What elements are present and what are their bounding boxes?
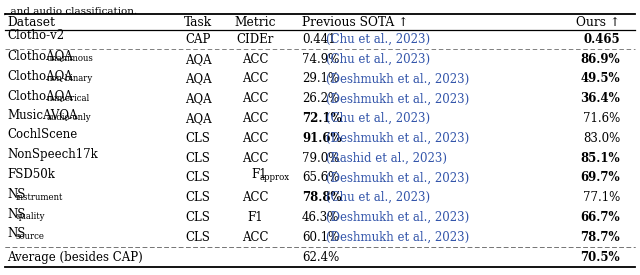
Text: source: source [16, 232, 45, 241]
Text: ClothoAQA: ClothoAQA [7, 49, 73, 62]
Text: CAP: CAP [186, 33, 211, 46]
Text: ACC: ACC [242, 132, 268, 145]
Text: Dataset: Dataset [7, 15, 55, 29]
Text: NS: NS [7, 227, 26, 240]
Text: (Chu et al., 2023): (Chu et al., 2023) [326, 33, 430, 46]
Text: NS: NS [7, 208, 26, 221]
Text: 71.6%: 71.6% [583, 112, 620, 125]
Text: 69.7%: 69.7% [580, 171, 620, 185]
Text: (Chu et al., 2023): (Chu et al., 2023) [326, 53, 430, 66]
Text: ACC: ACC [242, 92, 268, 105]
Text: numerical: numerical [47, 94, 90, 103]
Text: , and audio classification.: , and audio classification. [4, 7, 137, 16]
Text: CLS: CLS [186, 191, 211, 204]
Text: CLS: CLS [186, 171, 211, 185]
Text: ClothoAQA: ClothoAQA [7, 69, 73, 82]
Text: MusicAVQA: MusicAVQA [7, 109, 77, 122]
Text: 46.3%: 46.3% [302, 211, 339, 224]
Text: AQA: AQA [185, 112, 211, 125]
Text: F1: F1 [251, 168, 267, 181]
Text: (Deshmukh et al., 2023): (Deshmukh et al., 2023) [326, 92, 469, 105]
Text: Metric: Metric [234, 15, 276, 29]
Text: 29.1%: 29.1% [302, 73, 339, 86]
Text: audio-only: audio-only [47, 113, 92, 122]
Text: Task: Task [184, 15, 212, 29]
Text: 26.2%: 26.2% [302, 92, 339, 105]
Text: ACC: ACC [242, 231, 268, 244]
Text: FSD50k: FSD50k [7, 168, 55, 181]
Text: unanimous: unanimous [47, 54, 93, 63]
Text: CLS: CLS [186, 211, 211, 224]
Text: 70.5%: 70.5% [580, 251, 620, 264]
Text: 0.465: 0.465 [584, 33, 620, 46]
Text: (Chu et al., 2023): (Chu et al., 2023) [326, 112, 430, 125]
Text: 65.6%: 65.6% [302, 171, 339, 185]
Text: 83.0%: 83.0% [583, 132, 620, 145]
Text: (Rashid et al., 2023): (Rashid et al., 2023) [326, 152, 447, 165]
Text: 78.7%: 78.7% [580, 231, 620, 244]
Text: instrument: instrument [16, 192, 63, 202]
Text: 74.9%: 74.9% [302, 53, 339, 66]
Text: 62.4%: 62.4% [302, 251, 339, 264]
Text: ACC: ACC [242, 112, 268, 125]
Text: 49.5%: 49.5% [580, 73, 620, 86]
Text: AQA: AQA [185, 92, 211, 105]
Text: non-binary: non-binary [47, 74, 93, 83]
Text: ACC: ACC [242, 53, 268, 66]
Text: 85.1%: 85.1% [580, 152, 620, 165]
Text: CLS: CLS [186, 231, 211, 244]
Text: (Deshmukh et al., 2023): (Deshmukh et al., 2023) [326, 132, 469, 145]
Text: (Deshmukh et al., 2023): (Deshmukh et al., 2023) [326, 73, 469, 86]
Text: NS: NS [7, 188, 26, 201]
Text: ACC: ACC [242, 152, 268, 165]
Text: CLS: CLS [186, 132, 211, 145]
Text: CIDEr: CIDEr [236, 33, 274, 46]
Text: (Deshmukh et al., 2023): (Deshmukh et al., 2023) [326, 231, 469, 244]
Text: Ours ↑: Ours ↑ [576, 15, 620, 29]
Text: AQA: AQA [185, 53, 211, 66]
Text: 77.1%: 77.1% [583, 191, 620, 204]
Text: ACC: ACC [242, 191, 268, 204]
Text: 86.9%: 86.9% [580, 53, 620, 66]
Text: 78.8%: 78.8% [302, 191, 342, 204]
Text: ACC: ACC [242, 73, 268, 86]
Text: 36.4%: 36.4% [580, 92, 620, 105]
Text: 72.1%: 72.1% [302, 112, 342, 125]
Text: (Deshmukh et al., 2023): (Deshmukh et al., 2023) [326, 211, 469, 224]
Text: CochlScene: CochlScene [7, 128, 77, 141]
Text: ClothoAQA: ClothoAQA [7, 89, 73, 102]
Text: 79.0%: 79.0% [302, 152, 339, 165]
Text: quality: quality [16, 212, 45, 221]
Text: approx: approx [260, 173, 290, 182]
Text: AQA: AQA [185, 73, 211, 86]
Text: 91.6%: 91.6% [302, 132, 342, 145]
Text: Previous SOTA ↑: Previous SOTA ↑ [302, 15, 408, 29]
Text: Clotho-v2: Clotho-v2 [7, 29, 64, 42]
Text: (Deshmukh et al., 2023): (Deshmukh et al., 2023) [326, 171, 469, 185]
Text: NonSpeech17k: NonSpeech17k [7, 148, 98, 161]
Text: (Chu et al., 2023): (Chu et al., 2023) [326, 191, 430, 204]
Text: 66.7%: 66.7% [580, 211, 620, 224]
Text: 0.441: 0.441 [302, 33, 335, 46]
Text: 60.1%: 60.1% [302, 231, 339, 244]
Text: F1: F1 [247, 211, 263, 224]
Text: CLS: CLS [186, 152, 211, 165]
Text: Average (besides CAP): Average (besides CAP) [7, 251, 143, 264]
